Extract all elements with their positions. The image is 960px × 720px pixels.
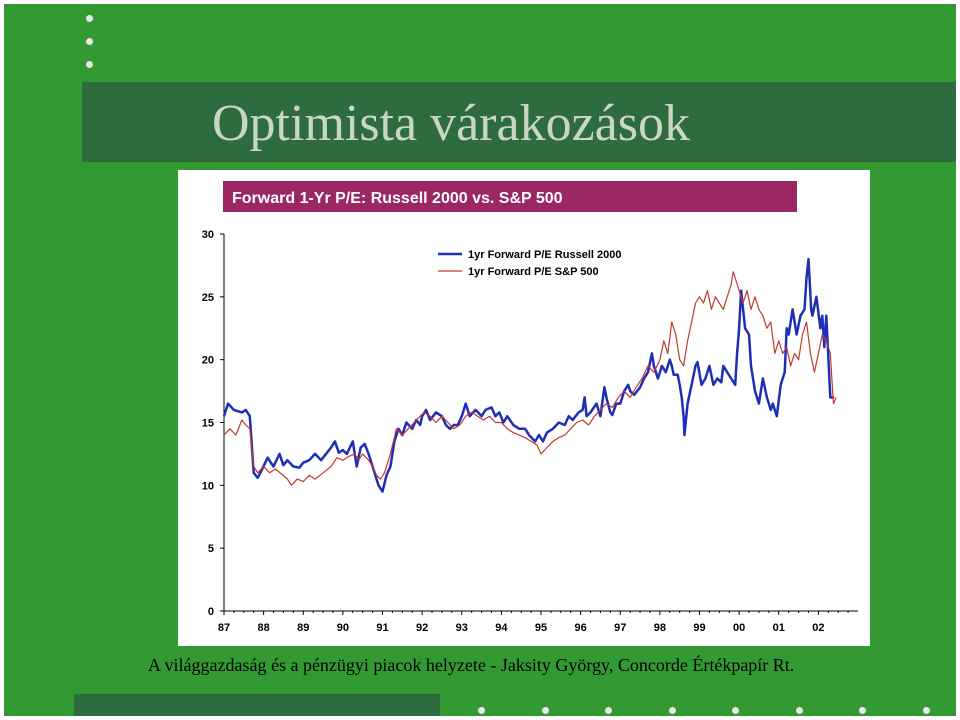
chart-title-band (223, 181, 797, 212)
bullet-dot (605, 707, 612, 714)
chart-svg: Forward 1-Yr P/E: Russell 2000 vs. S&P 5… (202, 181, 858, 634)
bullet-dot (478, 707, 485, 714)
chart-title: Forward 1-Yr P/E: Russell 2000 vs. S&P 5… (232, 190, 563, 207)
x-tick-label: 93 (456, 622, 468, 634)
x-tick-label: 02 (812, 622, 824, 634)
y-tick-label: 25 (202, 292, 214, 304)
y-tick-label: 0 (208, 606, 214, 618)
bullet-dot (542, 707, 549, 714)
title-band (82, 82, 956, 162)
bullet-dot (796, 707, 803, 714)
bullet-dot (859, 707, 866, 714)
bullet-dot (86, 38, 93, 45)
x-tick-label: 87 (218, 622, 230, 634)
x-tick-label: 92 (416, 622, 428, 634)
y-tick-label: 30 (202, 229, 214, 241)
bullet-dot (732, 707, 739, 714)
x-tick-label: 90 (337, 622, 349, 634)
bullet-dot (86, 15, 93, 22)
series-line-sp-500 (223, 271, 837, 486)
chart-panel: Forward 1-Yr P/E: Russell 2000 vs. S&P 5… (178, 170, 870, 646)
x-tick-label: 98 (654, 622, 666, 634)
x-tick-label: 01 (773, 622, 785, 634)
footer-caption: A világgazdaság és a pénzügyi piacok hel… (148, 655, 795, 675)
x-tick-label: 89 (297, 622, 309, 634)
x-tick-label: 88 (258, 622, 270, 634)
y-tick-label: 5 (208, 543, 214, 555)
y-tick-label: 20 (202, 355, 214, 367)
x-tick-label: 97 (614, 622, 626, 634)
bullet-dot (923, 707, 930, 714)
y-tick-label: 15 (202, 418, 214, 430)
x-tick-label: 00 (733, 622, 745, 634)
x-tick-label: 95 (535, 622, 547, 634)
bottom-bar (74, 694, 440, 716)
legend-label: 1yr Forward P/E S&P 500 (468, 266, 599, 278)
x-tick-label: 96 (575, 622, 587, 634)
slide-title: Optimista várakozások (212, 95, 690, 152)
x-tick-label: 94 (495, 622, 508, 634)
x-tick-label: 91 (376, 622, 388, 634)
slide-background: Optimista várakozások Forward 1-Yr P/E: … (4, 4, 956, 716)
series-line-russell-2000 (222, 257, 835, 493)
bullet-dot (86, 61, 93, 68)
bullet-dot (669, 707, 676, 714)
y-tick-label: 10 (202, 480, 214, 492)
legend-label: 1yr Forward P/E Russell 2000 (468, 249, 621, 261)
x-tick-label: 99 (693, 622, 705, 634)
